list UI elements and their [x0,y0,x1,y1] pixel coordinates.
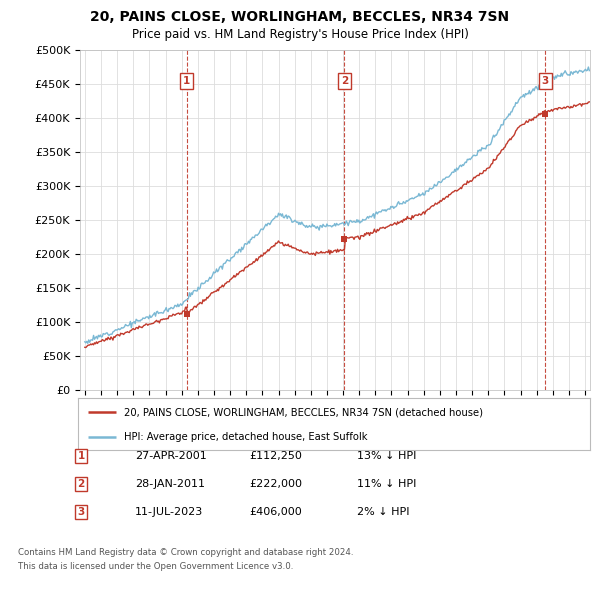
Text: 2: 2 [77,479,85,489]
Text: This data is licensed under the Open Government Licence v3.0.: This data is licensed under the Open Gov… [18,562,293,571]
Text: HPI: Average price, detached house, East Suffolk: HPI: Average price, detached house, East… [124,432,368,442]
Text: £222,000: £222,000 [249,479,302,489]
Text: 3: 3 [77,507,85,517]
Text: 11-JUL-2023: 11-JUL-2023 [135,507,203,517]
Text: 1: 1 [183,76,190,86]
Text: 20, PAINS CLOSE, WORLINGHAM, BECCLES, NR34 7SN (detached house): 20, PAINS CLOSE, WORLINGHAM, BECCLES, NR… [124,407,483,417]
Text: £406,000: £406,000 [249,507,302,517]
Text: 2% ↓ HPI: 2% ↓ HPI [357,507,409,517]
Text: 1: 1 [77,451,85,461]
Text: 3: 3 [542,76,549,86]
Text: 20, PAINS CLOSE, WORLINGHAM, BECCLES, NR34 7SN: 20, PAINS CLOSE, WORLINGHAM, BECCLES, NR… [91,10,509,24]
Text: 13% ↓ HPI: 13% ↓ HPI [357,451,416,461]
Text: 27-APR-2001: 27-APR-2001 [135,451,207,461]
Text: Price paid vs. HM Land Registry's House Price Index (HPI): Price paid vs. HM Land Registry's House … [131,28,469,41]
Text: 2: 2 [341,76,348,86]
Text: Contains HM Land Registry data © Crown copyright and database right 2024.: Contains HM Land Registry data © Crown c… [18,548,353,557]
Text: £112,250: £112,250 [249,451,302,461]
Text: 11% ↓ HPI: 11% ↓ HPI [357,479,416,489]
Text: 28-JAN-2011: 28-JAN-2011 [135,479,205,489]
